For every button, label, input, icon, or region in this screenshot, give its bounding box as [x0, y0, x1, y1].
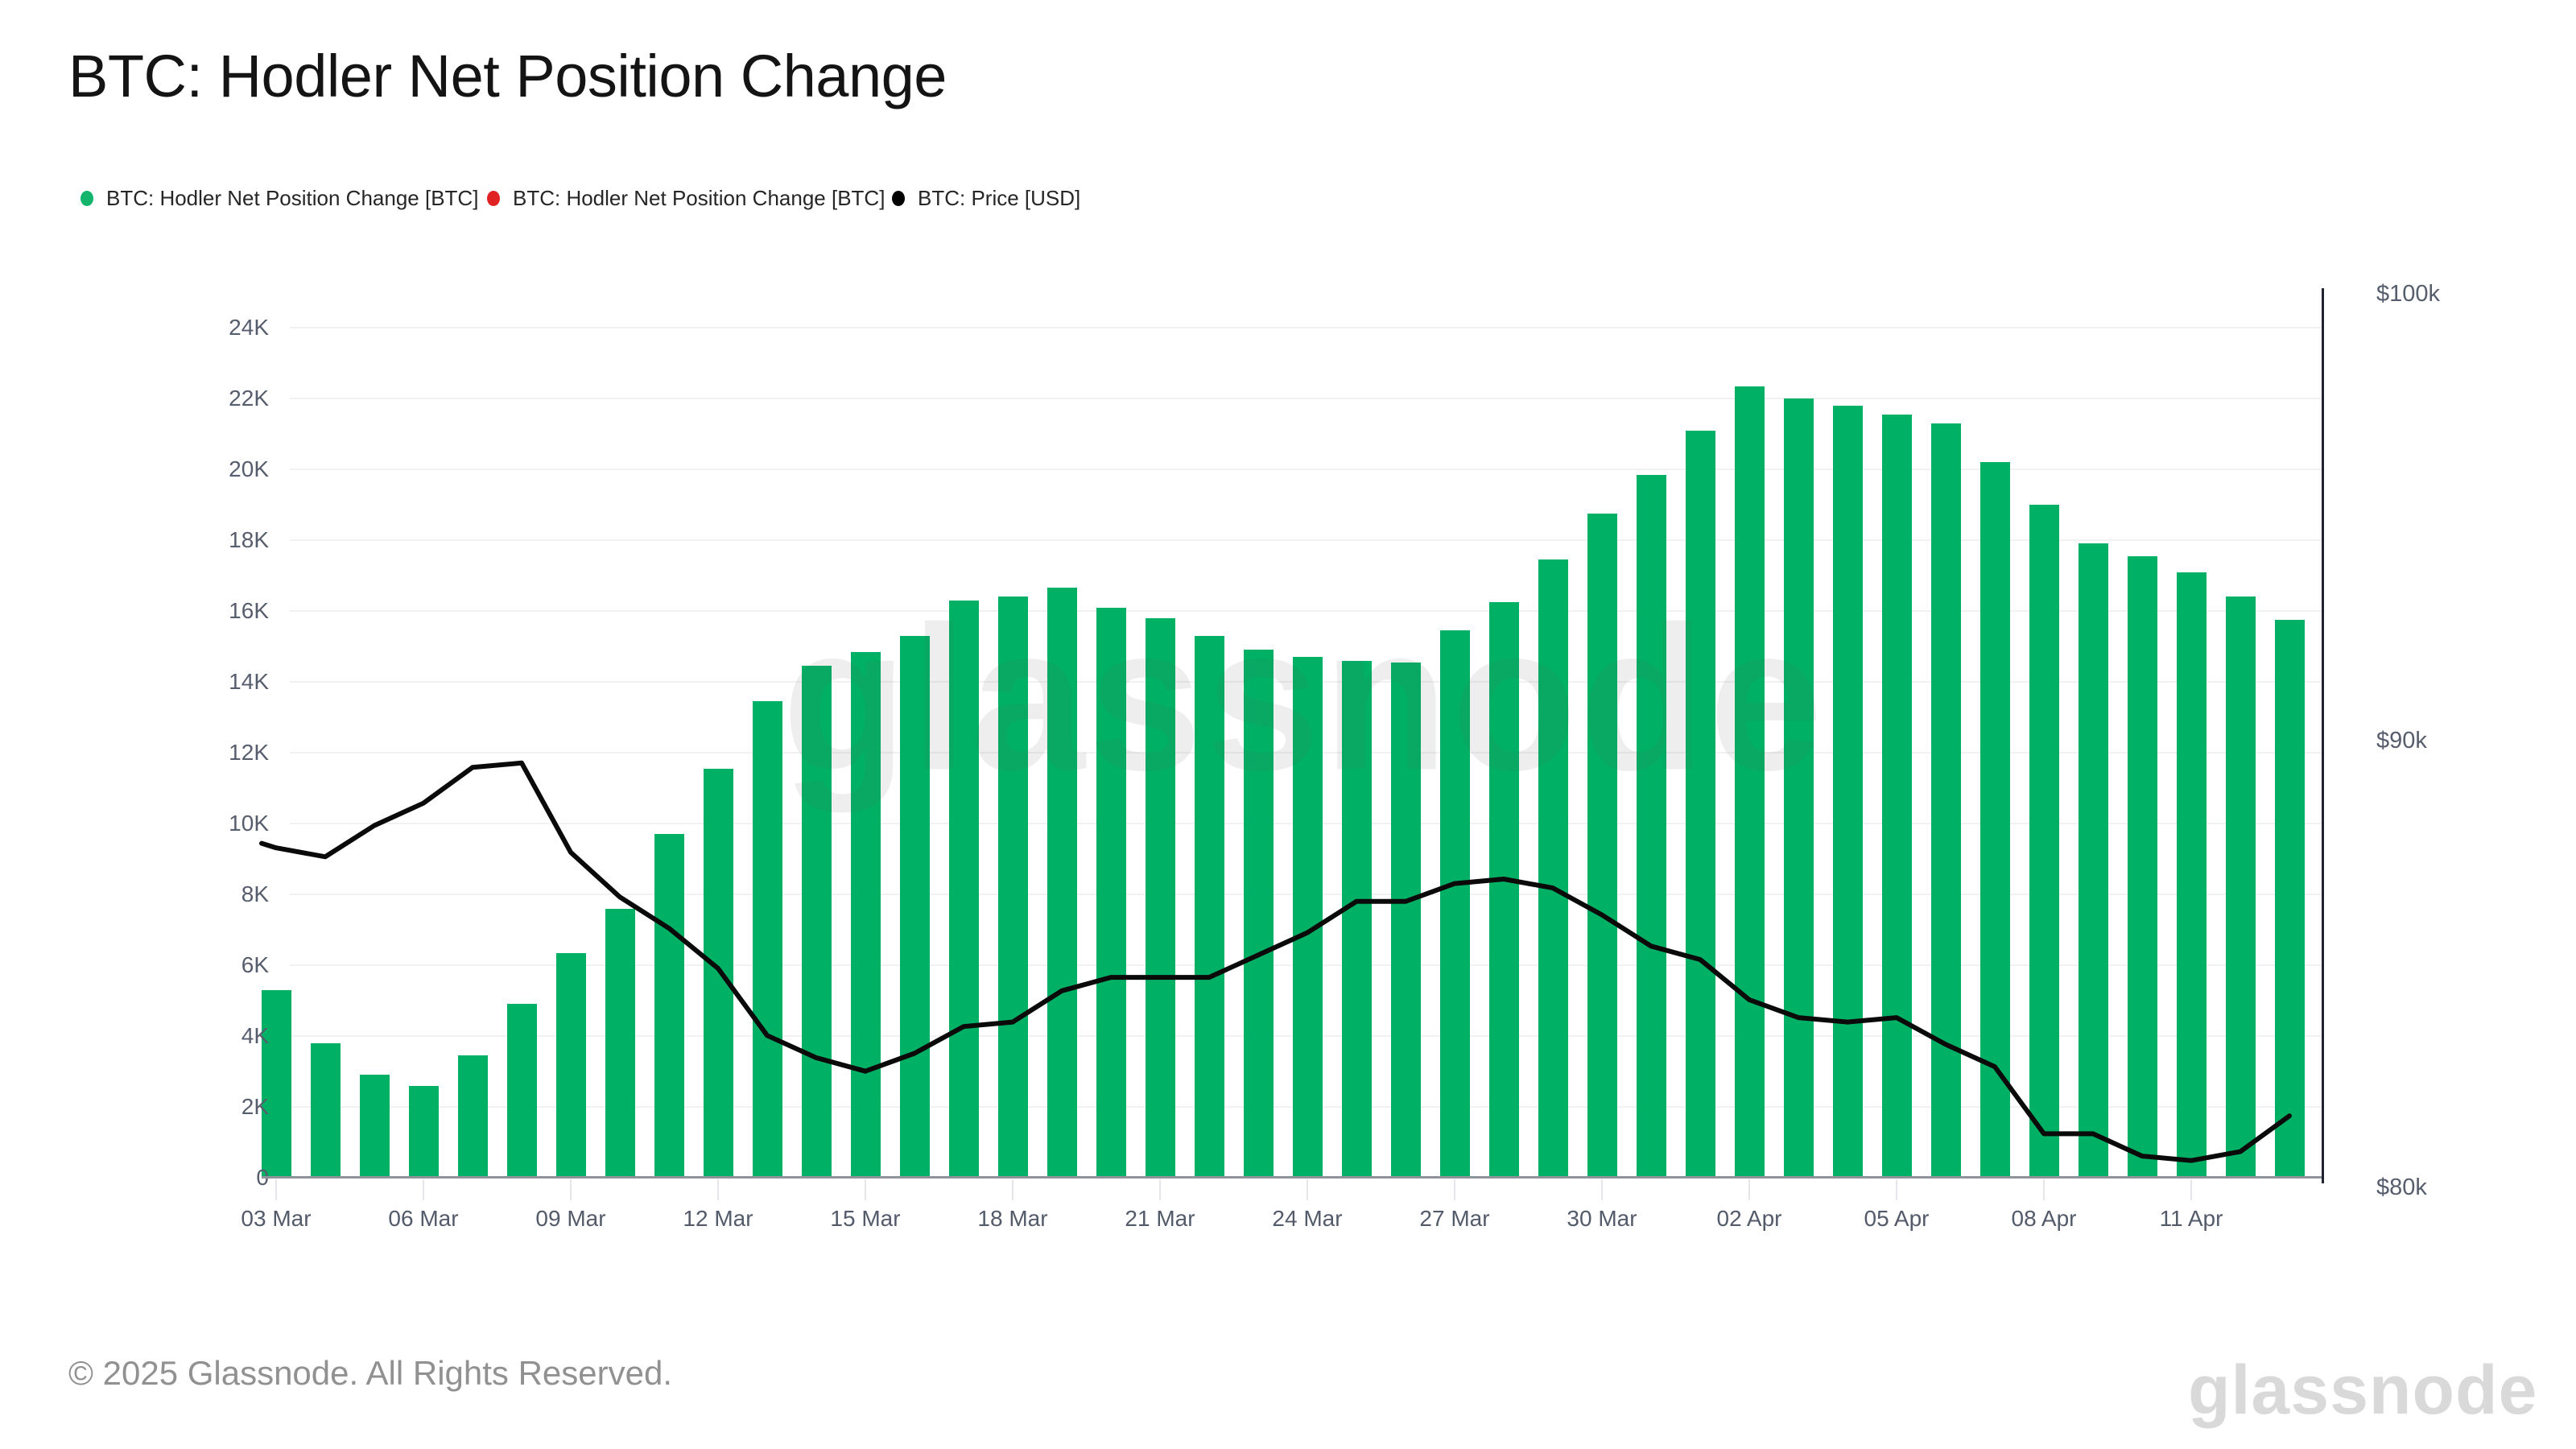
gridline [290, 539, 2323, 541]
gridline [290, 610, 2323, 612]
x-axis-tick [2043, 1179, 2045, 1200]
y-axis-label-left: 4K [241, 1023, 269, 1048]
x-axis-tick [2190, 1179, 2192, 1200]
x-axis-label: 02 Apr [1716, 1206, 1782, 1231]
x-axis-tick [1012, 1179, 1013, 1200]
bar-03-mar[interactable] [261, 989, 291, 1178]
y-axis-label-left: 22K [229, 386, 269, 411]
red-dot-icon [487, 191, 500, 206]
glassnode-logo: glassnode [2188, 1352, 2538, 1429]
bar-12-mar[interactable] [703, 768, 733, 1178]
legend-label: BTC: Hodler Net Position Change [BTC] [513, 186, 886, 210]
bar-10-apr[interactable] [2127, 555, 2157, 1178]
bar-06-apr[interactable] [1930, 423, 1961, 1178]
glassnode-watermark: glassnode [782, 584, 1827, 814]
x-axis-line [262, 1176, 2323, 1179]
bar-04-mar[interactable] [310, 1042, 341, 1178]
x-axis-label: 30 Mar [1567, 1206, 1637, 1231]
x-axis-label: 03 Mar [241, 1206, 312, 1231]
bar-11-mar[interactable] [654, 834, 684, 1178]
x-axis-label: 18 Mar [977, 1206, 1048, 1231]
bar-13-mar[interactable] [752, 701, 782, 1178]
bar-12-apr[interactable] [2225, 597, 2256, 1178]
x-axis-label: 08 Apr [2011, 1206, 2077, 1231]
gridline [290, 327, 2323, 328]
x-axis-label: 27 Mar [1419, 1206, 1490, 1231]
legend-item-hodler-green[interactable]: BTC: Hodler Net Position Change [BTC] [80, 186, 478, 211]
y-axis-label-left: 18K [229, 527, 269, 552]
legend-item-hodler-red[interactable]: BTC: Hodler Net Position Change [BTC] [487, 186, 885, 211]
green-dot-icon [80, 191, 93, 206]
y-axis-label-right: $80k [2376, 1174, 2427, 1200]
x-axis-tick [1748, 1179, 1750, 1200]
x-axis-label: 11 Apr [2159, 1206, 2223, 1231]
x-axis-tick [1159, 1179, 1161, 1200]
y-axis-label-right: $90k [2376, 728, 2427, 753]
x-axis-tick [865, 1179, 866, 1200]
x-axis-tick [1601, 1179, 1603, 1200]
y-axis-label-left: 10K [229, 811, 269, 836]
copyright-text: © 2025 Glassnode. All Rights Reserved. [68, 1354, 673, 1392]
y-axis-label-right: $100k [2376, 281, 2441, 307]
y-axis-label-left: 12K [229, 740, 269, 765]
y-axis-label-left: 6K [241, 952, 269, 977]
y-axis-label-left: 2K [241, 1094, 269, 1119]
bar-08-apr[interactable] [2029, 505, 2059, 1178]
x-axis-tick [1307, 1179, 1308, 1200]
x-axis-label: 21 Mar [1125, 1206, 1195, 1231]
x-axis-tick [1454, 1179, 1455, 1200]
x-axis-tick [423, 1179, 424, 1200]
x-axis-label: 12 Mar [683, 1206, 753, 1231]
bar-10-mar[interactable] [605, 908, 635, 1178]
x-axis-label: 05 Apr [1864, 1206, 1930, 1231]
legend-item-price[interactable]: BTC: Price [USD] [892, 186, 1080, 211]
bar-09-mar[interactable] [555, 952, 586, 1178]
x-axis-tick [570, 1179, 572, 1200]
legend-label: BTC: Hodler Net Position Change [BTC] [106, 186, 479, 210]
bar-13-apr[interactable] [2274, 620, 2305, 1178]
x-axis-tick [717, 1179, 719, 1200]
x-axis-label: 09 Mar [535, 1206, 606, 1231]
page-title: BTC: Hodler Net Position Change [68, 43, 947, 109]
x-axis-label: 15 Mar [830, 1206, 901, 1231]
y-axis-label-left: 20K [229, 456, 269, 481]
y-axis-label-left: 8K [241, 881, 269, 906]
right-axis-line [2322, 288, 2324, 1183]
bar-08-mar[interactable] [506, 1004, 537, 1178]
x-axis-label: 06 Mar [388, 1206, 459, 1231]
y-axis-label-left: 0 [121, 1164, 269, 1191]
bar-07-mar[interactable] [457, 1055, 488, 1178]
black-dot-icon [892, 191, 905, 206]
bar-04-apr[interactable] [1832, 405, 1863, 1178]
y-axis-label-left: 14K [229, 669, 269, 694]
bar-07-apr[interactable] [1979, 462, 2010, 1178]
bar-05-apr[interactable] [1881, 414, 1912, 1178]
y-axis-label-left: 16K [229, 598, 269, 623]
x-axis-label: 24 Mar [1272, 1206, 1343, 1231]
bar-09-apr[interactable] [2078, 543, 2108, 1178]
x-axis-tick [275, 1179, 277, 1200]
legend-label: BTC: Price [USD] [918, 186, 1081, 210]
bar-06-mar[interactable] [408, 1085, 439, 1178]
bar-11-apr[interactable] [2176, 572, 2207, 1178]
gridline [290, 469, 2323, 470]
y-axis-label-left: 24K [229, 315, 269, 340]
bar-05-mar[interactable] [359, 1075, 390, 1178]
gridline [290, 398, 2323, 399]
x-axis-tick [1896, 1179, 1897, 1200]
